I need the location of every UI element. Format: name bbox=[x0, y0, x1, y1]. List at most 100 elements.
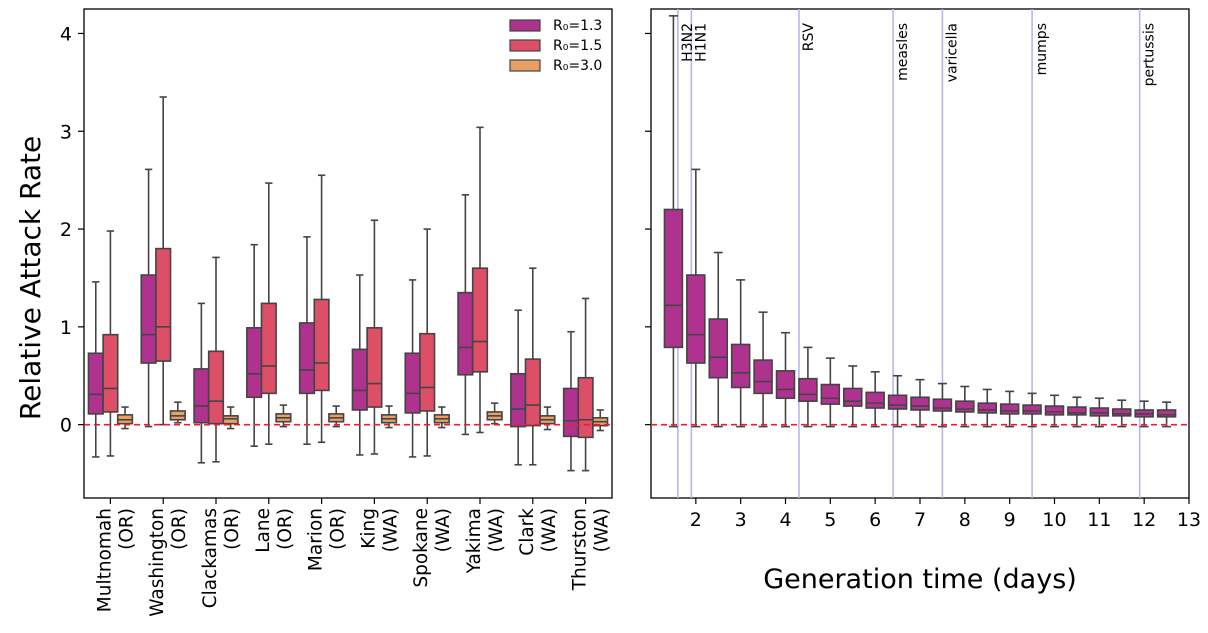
category-name: Marion bbox=[306, 508, 327, 571]
x-tick-label: 7 bbox=[914, 509, 926, 531]
box-generation-11 bbox=[1089, 397, 1110, 428]
box-iqr bbox=[865, 391, 885, 409]
box-iqr bbox=[1111, 408, 1132, 417]
legend-swatch bbox=[509, 59, 541, 72]
box-iqr bbox=[222, 415, 239, 425]
box-iqr bbox=[457, 291, 474, 376]
box-iqr bbox=[471, 267, 489, 373]
box-clark-series-2 bbox=[524, 267, 541, 466]
disease-label: pertussis bbox=[1142, 23, 1158, 86]
x-tick-label: 2 bbox=[690, 509, 702, 531]
legend: R₀=1.3 R₀=1.5 R₀=3.0 bbox=[509, 18, 602, 74]
box-iqr bbox=[404, 352, 421, 414]
box-washington-series-3 bbox=[169, 401, 186, 424]
box-thurston-series-2 bbox=[577, 297, 594, 472]
category-name: Yakima bbox=[464, 508, 485, 574]
box-spokane-series-3 bbox=[433, 406, 450, 429]
box-iqr bbox=[999, 403, 1020, 415]
box-iqr bbox=[686, 274, 706, 364]
box-generation-3.5 bbox=[753, 311, 773, 428]
box-generation-9 bbox=[999, 390, 1020, 428]
box-iqr bbox=[887, 394, 908, 410]
box-iqr bbox=[246, 327, 263, 399]
box-yakima-series-1 bbox=[457, 194, 474, 436]
x-tick-label: King(WA) bbox=[358, 508, 401, 552]
box-multnomah-series-2 bbox=[102, 230, 119, 457]
x-tick-label: Clark(WA) bbox=[517, 508, 560, 556]
box-generation-5.5 bbox=[842, 365, 863, 428]
box-iqr bbox=[193, 368, 210, 424]
box-lane-series-2 bbox=[260, 182, 277, 446]
x-tick-label: Lane(OR) bbox=[253, 508, 296, 553]
x-tick-label: Washington(OR) bbox=[147, 508, 190, 617]
box-generation-12.5 bbox=[1156, 401, 1177, 428]
x-tick-label: 12 bbox=[1132, 509, 1156, 531]
y-tick-label: 2 bbox=[60, 219, 72, 241]
box-iqr bbox=[708, 318, 729, 379]
box-marion-series-3 bbox=[328, 405, 345, 428]
box-iqr bbox=[842, 387, 863, 407]
category-state: (OR) bbox=[328, 508, 349, 550]
box-thurston-series-3 bbox=[592, 409, 609, 432]
box-generation-7 bbox=[910, 378, 930, 428]
box-iqr bbox=[910, 396, 930, 411]
box-generation-5 bbox=[820, 357, 841, 428]
disease-label: H1N1 bbox=[693, 23, 709, 62]
category-name: Lane bbox=[253, 508, 274, 553]
box-yakima-series-2 bbox=[471, 126, 489, 434]
category-state: (OR) bbox=[116, 508, 137, 550]
x-tick-label: Yakima(WA) bbox=[464, 508, 507, 574]
legend-label: R₀=1.3 bbox=[553, 18, 602, 34]
box-generation-12 bbox=[1134, 400, 1154, 428]
box-iqr bbox=[955, 400, 975, 413]
box-iqr bbox=[419, 332, 436, 412]
box-iqr bbox=[1089, 407, 1110, 417]
category-name: Spokane bbox=[411, 508, 432, 588]
box-lane-series-3 bbox=[275, 404, 292, 428]
box-iqr bbox=[1044, 405, 1065, 416]
box-iqr bbox=[577, 376, 594, 439]
category-name: Thurston bbox=[570, 508, 591, 591]
disease-label: mumps bbox=[1034, 23, 1050, 75]
box-iqr bbox=[260, 302, 277, 395]
category-state: (WA) bbox=[592, 508, 613, 552]
legend-label: R₀=3.0 bbox=[553, 58, 602, 74]
x-tick-label: Spokane(WA) bbox=[411, 508, 454, 588]
box-generation-4 bbox=[775, 331, 796, 428]
box-iqr bbox=[524, 358, 541, 427]
box-iqr bbox=[1156, 409, 1177, 418]
box-iqr bbox=[351, 348, 368, 411]
category-name: Washington bbox=[147, 508, 168, 617]
box-yakima-series-3 bbox=[486, 402, 503, 425]
box-clackamas-series-1 bbox=[193, 302, 210, 464]
box-iqr bbox=[298, 322, 316, 395]
category-state: (WA) bbox=[380, 508, 401, 552]
category-name: Clark bbox=[517, 508, 538, 556]
box-clark-series-3 bbox=[539, 406, 556, 431]
x-tick-label: 9 bbox=[1004, 509, 1016, 531]
box-marion-series-1 bbox=[298, 236, 316, 446]
box-king-series-3 bbox=[380, 405, 398, 429]
y-tick-label: 4 bbox=[60, 23, 72, 45]
box-iqr bbox=[932, 398, 953, 412]
box-iqr bbox=[1022, 404, 1042, 415]
box-iqr bbox=[663, 208, 684, 349]
x-tick-label: 13 bbox=[1177, 509, 1201, 531]
box-spokane-series-2 bbox=[419, 228, 436, 457]
y-tick-label: 1 bbox=[60, 317, 72, 339]
disease-label: measles bbox=[895, 23, 911, 81]
x-tick-label: Marion(OR) bbox=[306, 508, 349, 571]
x-tick-label: 8 bbox=[959, 509, 971, 531]
x-tick-label: 6 bbox=[869, 509, 881, 531]
legend-label: R₀=1.5 bbox=[553, 38, 602, 54]
box-iqr bbox=[820, 383, 841, 405]
category-state: (OR) bbox=[275, 508, 296, 550]
x-tick-label: 3 bbox=[735, 509, 747, 531]
category-name: Clackamas bbox=[200, 508, 221, 608]
box-clackamas-series-3 bbox=[222, 406, 239, 430]
disease-label: RSV bbox=[801, 23, 817, 52]
box-multnomah-series-1 bbox=[87, 281, 104, 458]
box-generation-6 bbox=[865, 371, 885, 428]
